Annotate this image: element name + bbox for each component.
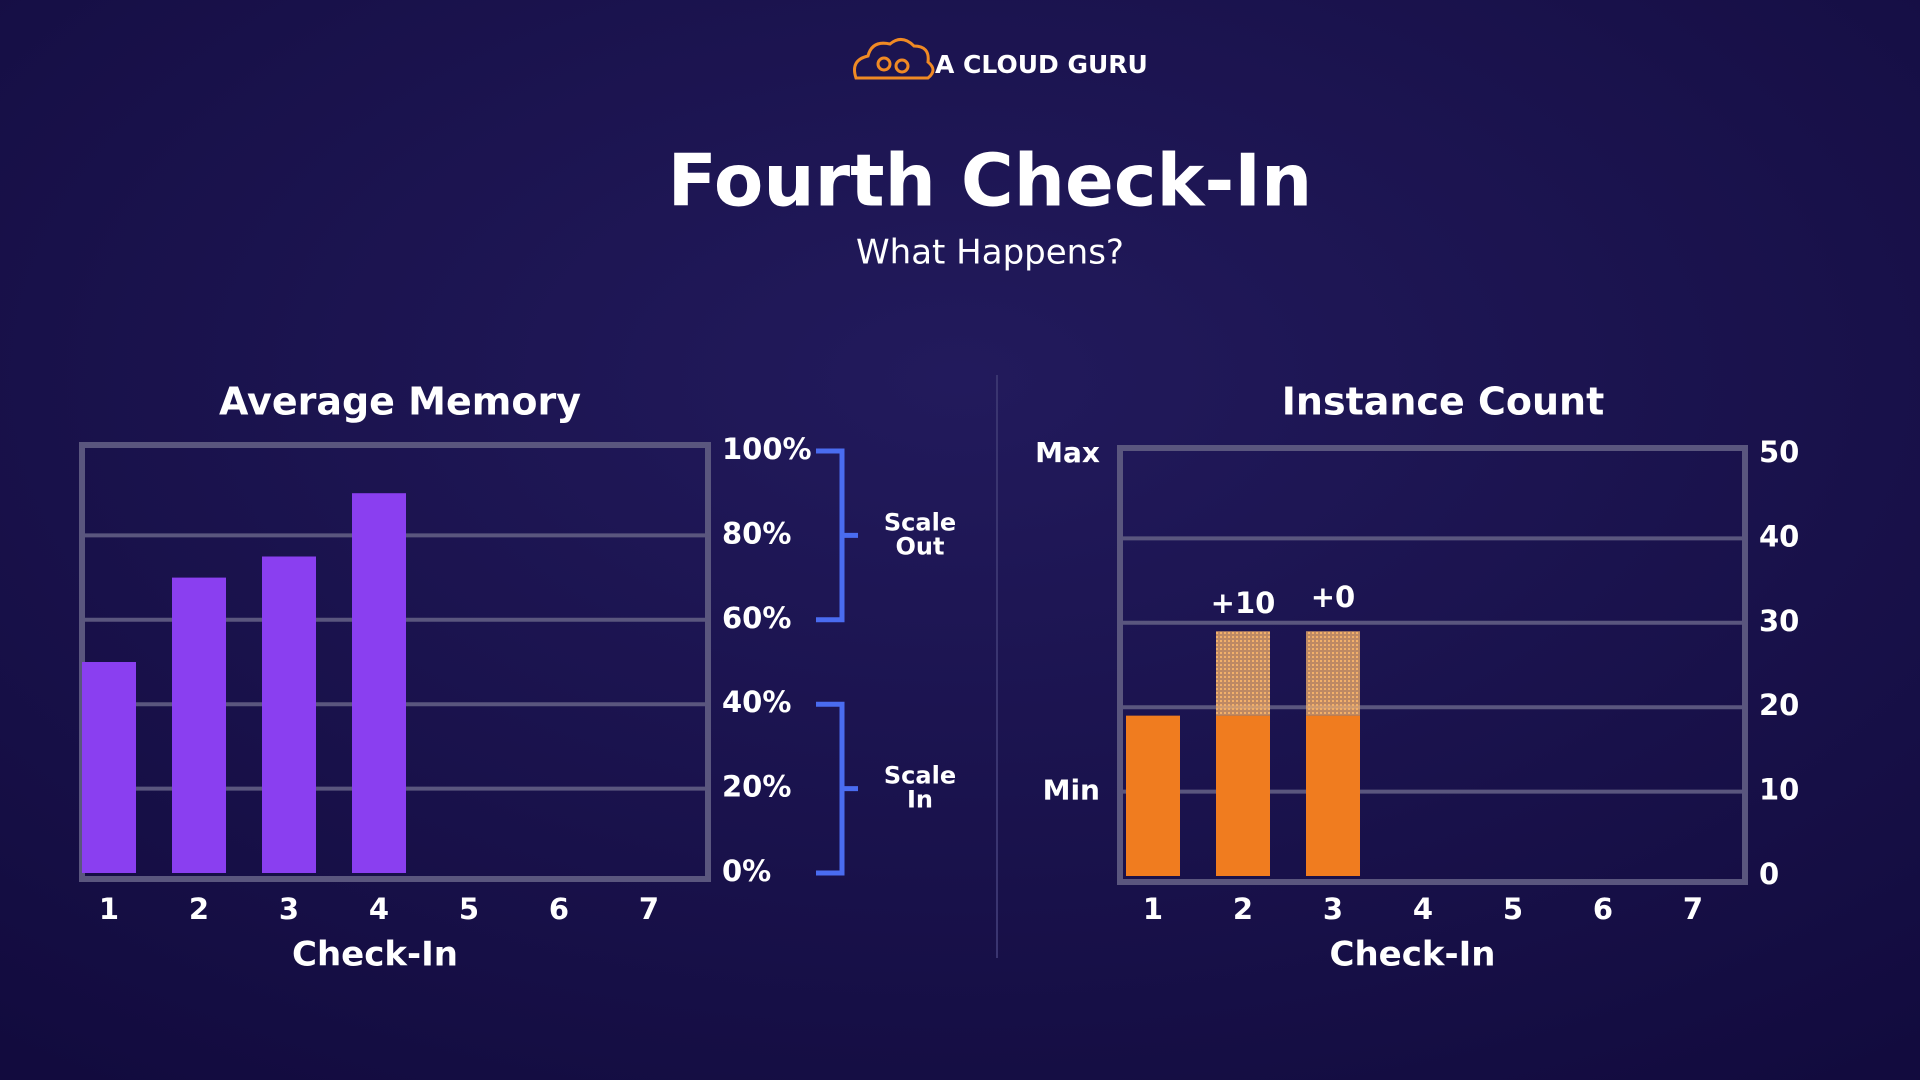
bar-segment <box>1306 631 1360 716</box>
side-label: Max <box>1035 436 1100 469</box>
y-tick-label: 50 <box>1759 435 1799 469</box>
x-tick-label: 5 <box>1503 892 1523 926</box>
x-tick-label: 4 <box>1413 892 1433 926</box>
bracket-label: Scale In <box>884 762 956 814</box>
bracket <box>816 448 858 623</box>
x-tick-label: 7 <box>639 892 659 926</box>
y-tick-label: 60% <box>722 601 791 635</box>
bar <box>352 493 406 873</box>
x-tick-label: 3 <box>1323 892 1343 926</box>
y-tick-label: 0 <box>1759 857 1779 891</box>
x-tick-label: 6 <box>549 892 569 926</box>
bar-segment <box>1216 715 1270 876</box>
chart-title: Instance Count <box>1282 380 1604 424</box>
title: Fourth Check-In <box>668 139 1313 223</box>
x-tick-label: 4 <box>369 892 389 926</box>
bar <box>262 556 316 873</box>
y-tick-label: 80% <box>722 516 791 550</box>
x-tick-label: 7 <box>1683 892 1703 926</box>
bar-segment <box>1306 715 1360 876</box>
x-tick-label: 2 <box>1233 892 1253 926</box>
chart-title: Average Memory <box>219 380 581 424</box>
x-tick-label: 1 <box>99 892 119 926</box>
bar-annotation: +10 <box>1211 586 1276 620</box>
x-tick-label: 6 <box>1593 892 1613 926</box>
logo <box>853 38 935 80</box>
bar-segment <box>1216 631 1270 716</box>
bracket-label: Scale Out <box>884 508 956 560</box>
y-tick-label: 10 <box>1759 773 1799 807</box>
y-tick-label: 0% <box>722 854 771 888</box>
x-tick-label: 1 <box>1143 892 1163 926</box>
x-tick-label: 5 <box>459 892 479 926</box>
bracket <box>816 701 858 876</box>
bar-segment <box>1126 715 1180 876</box>
y-tick-label: 40 <box>1759 519 1799 553</box>
y-tick-label: 100% <box>722 432 812 466</box>
x-tick-label: 2 <box>189 892 209 926</box>
subtitle: What Happens? <box>856 233 1124 273</box>
y-tick-label: 20 <box>1759 688 1799 722</box>
x-axis-label: Check-In <box>292 935 458 975</box>
y-tick-label: 30 <box>1759 604 1799 638</box>
y-tick-label: 20% <box>722 770 791 804</box>
brand: A CLOUD GURU <box>935 50 1148 79</box>
plot-frame <box>1117 445 1748 885</box>
bar <box>172 577 226 873</box>
y-tick-label: 40% <box>722 685 791 719</box>
x-axis-label: Check-In <box>1330 935 1496 975</box>
bar <box>82 662 136 873</box>
x-tick-label: 3 <box>279 892 299 926</box>
side-label: Min <box>1043 774 1100 807</box>
bar-annotation: +0 <box>1311 580 1355 614</box>
